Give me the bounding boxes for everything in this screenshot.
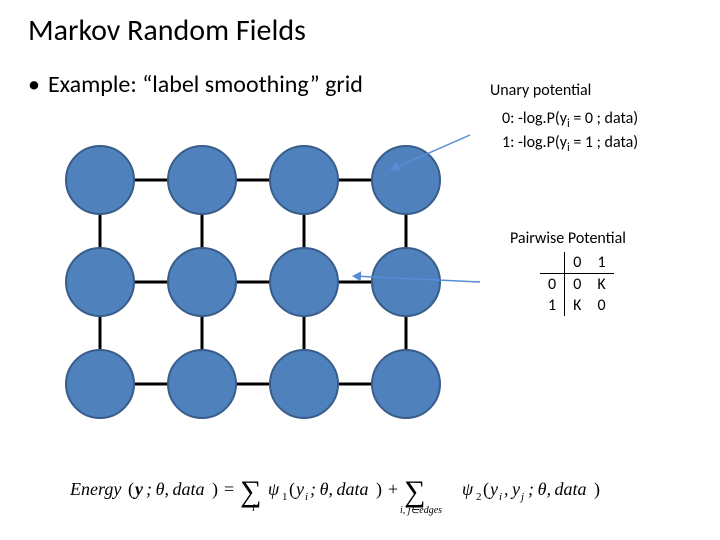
- unary-line-0: 0: -log.P(yi = 0 ; data): [502, 108, 638, 132]
- formula-svg: Energy(y; θ, data)=∑iψ1(yi; θ, data)+∑i,…: [70, 469, 610, 517]
- cell-1-0: K: [565, 295, 590, 316]
- row-label-1: 1: [540, 295, 565, 316]
- svg-text:y: y: [133, 479, 144, 499]
- bullet-line: • Example: “label smoothing” grid: [28, 70, 363, 99]
- svg-text:2: 2: [476, 491, 482, 503]
- col-header-1: 1: [589, 252, 613, 274]
- svg-text:y: y: [510, 479, 520, 499]
- svg-text:=: =: [224, 479, 234, 499]
- svg-text:): ): [376, 479, 382, 500]
- slide: Markov Random Fields • Example: “label sm…: [0, 0, 720, 540]
- svg-text:Energy: Energy: [70, 479, 121, 499]
- table-row: 1 K 0: [540, 295, 614, 316]
- svg-text:y: y: [488, 479, 498, 499]
- svg-text:i: i: [252, 502, 255, 514]
- bullet-text: Example: “label smoothing” grid: [48, 70, 363, 99]
- bullet-dot: •: [28, 70, 40, 99]
- unary-heading: Unary potential: [490, 80, 638, 102]
- unary-line-1: 1: -log.P(yi = 1 ; data): [502, 132, 638, 156]
- table-header-row: 0 1: [540, 252, 614, 274]
- svg-text:∑: ∑: [240, 475, 261, 508]
- svg-text:∑: ∑: [404, 475, 425, 508]
- page-title: Markov Random Fields: [28, 12, 306, 49]
- svg-text:i: i: [499, 491, 502, 503]
- pairwise-potential-heading: Pairwise Potential: [510, 228, 626, 250]
- svg-text:,: ,: [504, 479, 512, 499]
- mrf-grid-diagram: [60, 140, 480, 440]
- col-header-0: 0: [565, 252, 590, 274]
- svg-text:ψ: ψ: [462, 479, 474, 499]
- svg-text:(: (: [289, 479, 295, 500]
- energy-formula: Energy(y; θ, data)=∑iψ1(yi; θ, data)+∑i,…: [70, 469, 610, 522]
- svg-text:1: 1: [282, 491, 288, 503]
- svg-text:(: (: [483, 479, 489, 500]
- cell-0-0: 0: [565, 274, 590, 296]
- svg-text:): ): [594, 479, 600, 500]
- svg-text:; θ, data: ; θ, data: [310, 479, 369, 499]
- svg-text:; θ, data: ; θ, data: [146, 479, 205, 499]
- pairwise-potential-table: 0 1 0 0 K 1 K 0: [540, 252, 614, 316]
- svg-text:; θ, data: ; θ, data: [528, 479, 587, 499]
- svg-text:(: (: [128, 479, 134, 500]
- svg-text:): ): [212, 479, 218, 500]
- svg-text:y: y: [294, 479, 304, 499]
- svg-text:+: +: [388, 479, 398, 499]
- svg-text:i, j∈edges: i, j∈edges: [400, 505, 442, 516]
- svg-text:i: i: [305, 491, 308, 503]
- table-row: 0 0 K: [540, 274, 614, 296]
- svg-text:ψ: ψ: [268, 479, 280, 499]
- cell-0-1: K: [589, 274, 613, 296]
- cell-1-1: 0: [589, 295, 613, 316]
- unary-potential-block: Unary potential 0: -log.P(yi = 0 ; data)…: [490, 80, 638, 156]
- row-label-0: 0: [540, 274, 565, 296]
